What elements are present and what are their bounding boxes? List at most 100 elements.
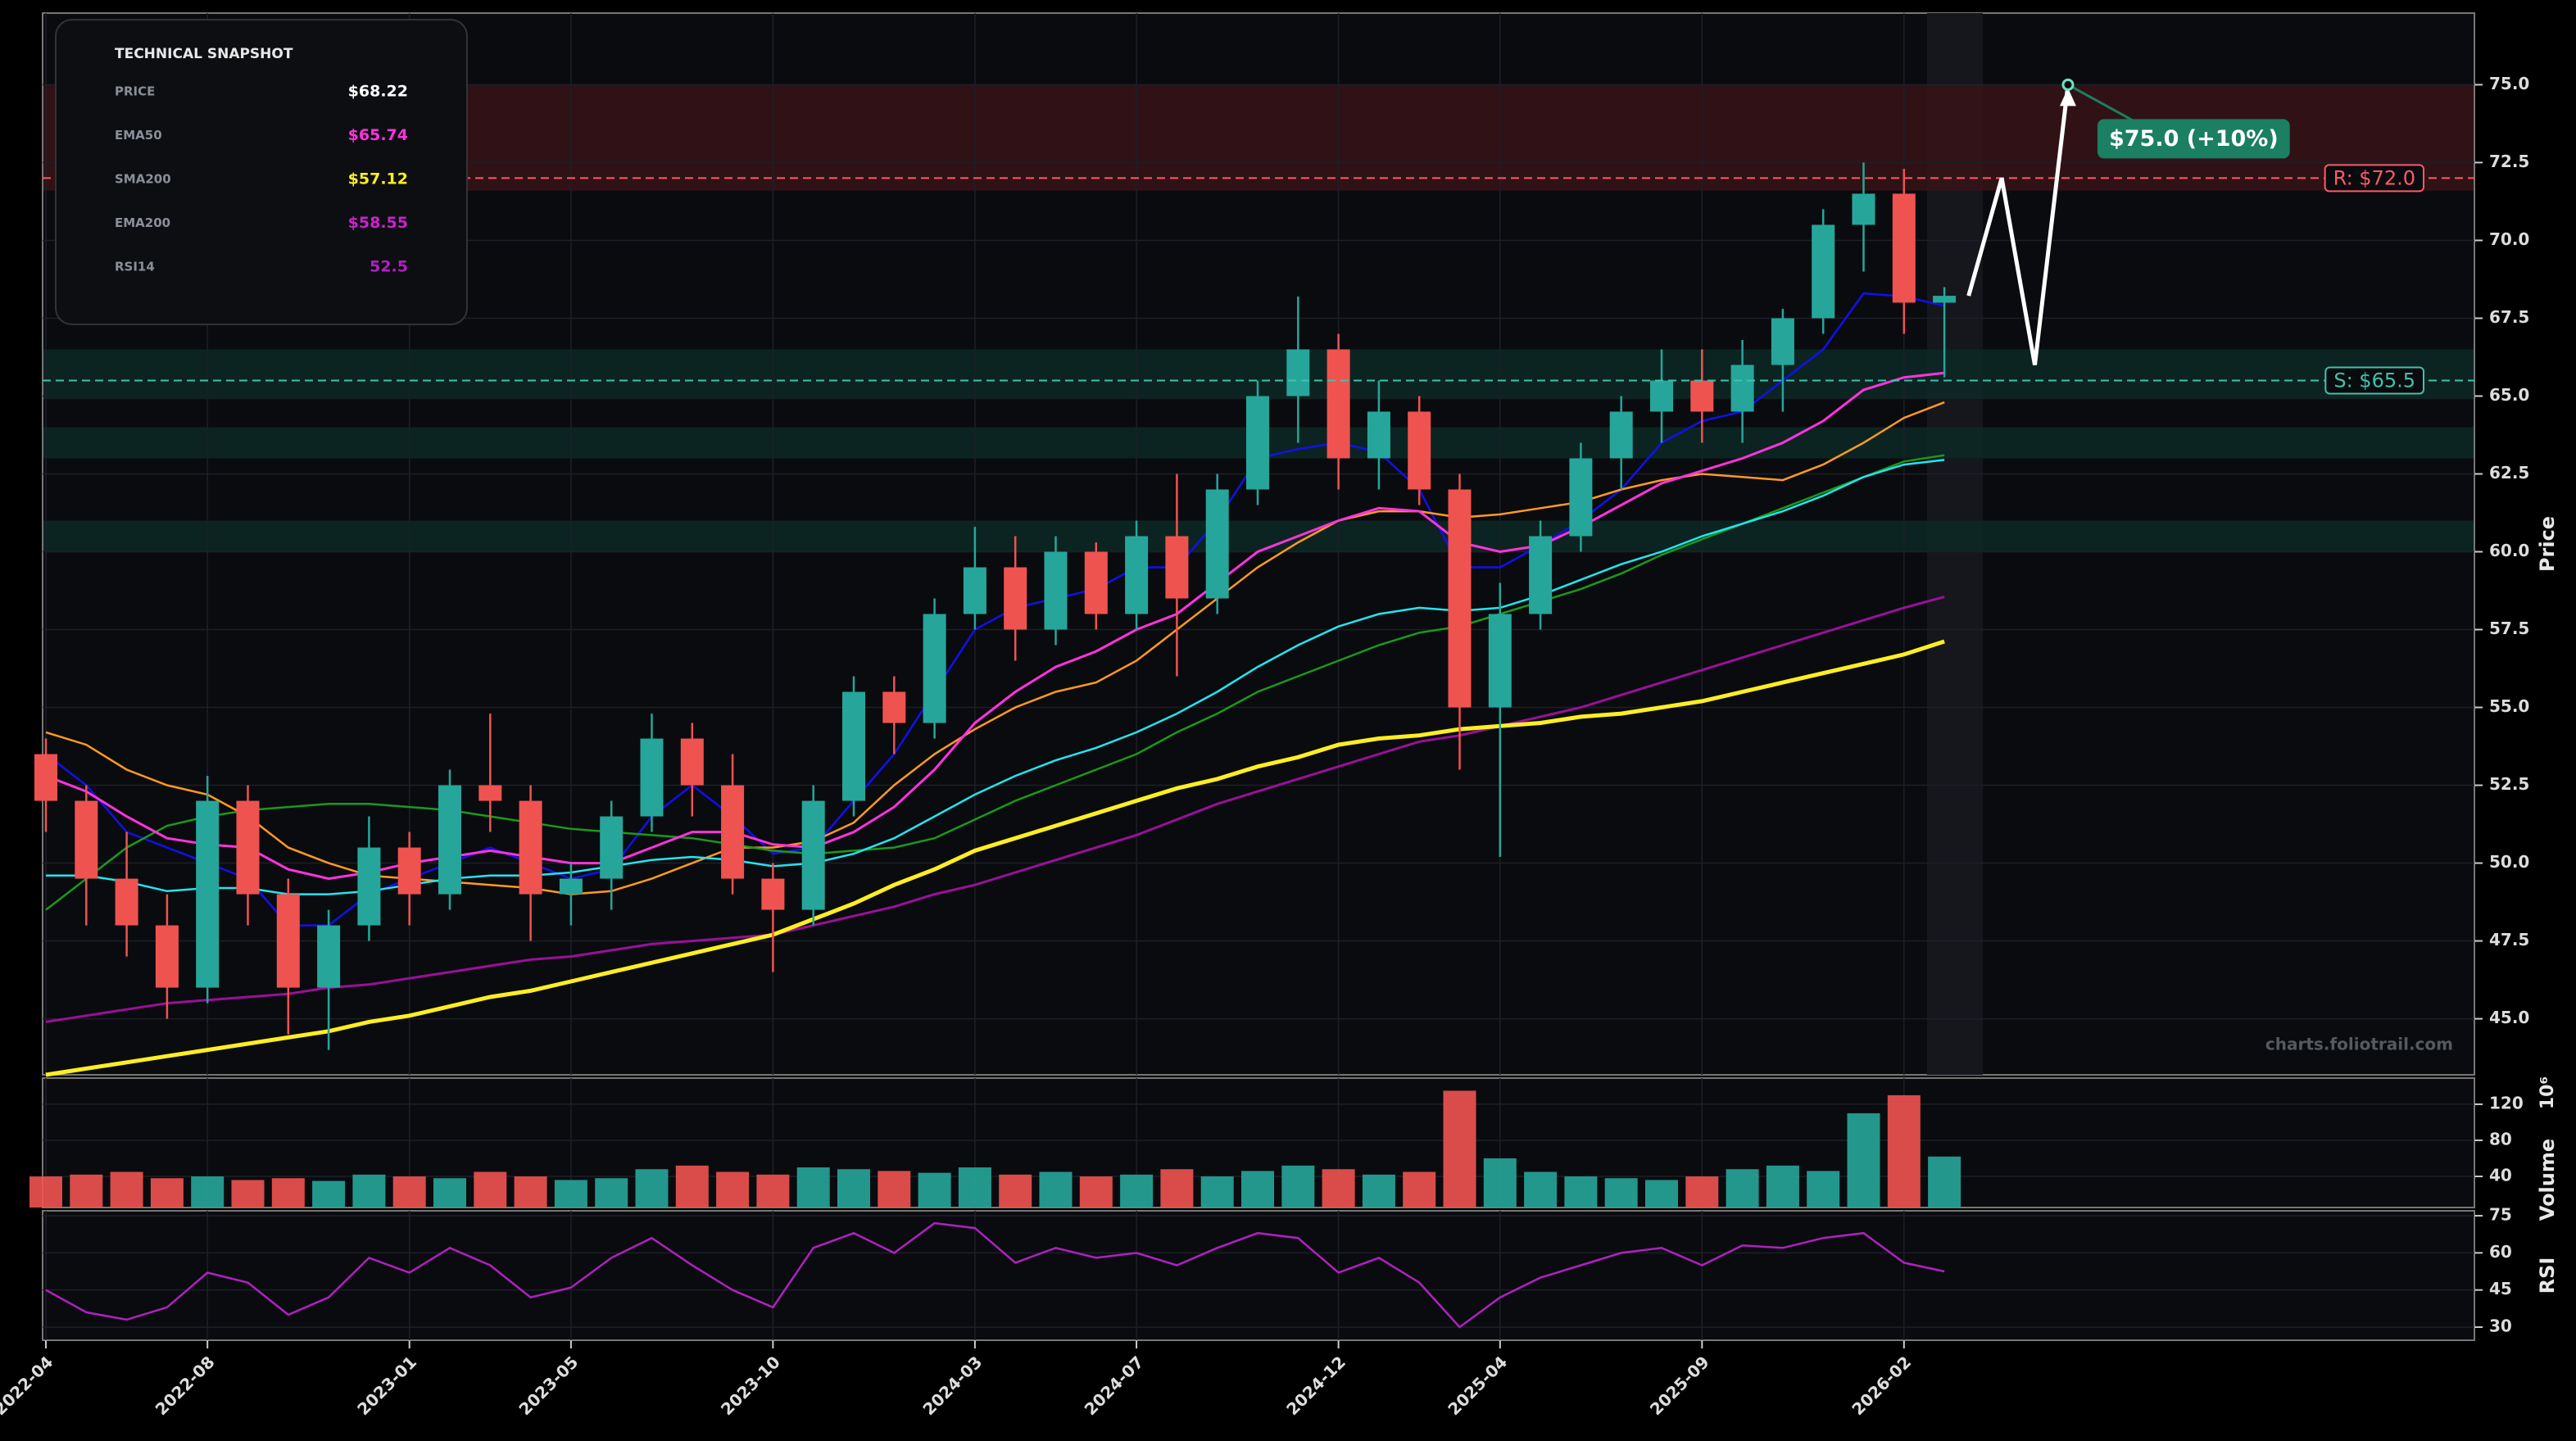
- candle-body: [1730, 365, 1754, 412]
- volume-bar: [352, 1174, 386, 1208]
- snapshot-label: PRICE: [115, 84, 155, 99]
- volume-bar: [150, 1178, 184, 1208]
- candle-body: [1690, 380, 1714, 412]
- candle-body: [1408, 411, 1431, 490]
- y-tick-label: 75: [2489, 1205, 2512, 1225]
- y-tick-label: 40: [2489, 1166, 2512, 1185]
- volume-bar: [1766, 1165, 1799, 1208]
- candle-body: [1125, 536, 1149, 614]
- plot-layer: 2022-04 2022-08 2023-01 2023-05 2023-10 2024-…: [0, 13, 2559, 1419]
- candle-body: [438, 785, 461, 895]
- candle-body: [75, 800, 98, 879]
- y-tick-label: 80: [2489, 1129, 2512, 1149]
- candle-body: [923, 614, 946, 723]
- snapshot: TECHNICAL SNAPSHOT PRICE $68.22 EMA50 $65.7…: [55, 19, 468, 325]
- snapshot-value: 52.5: [370, 258, 408, 276]
- candle-body: [1084, 551, 1108, 614]
- volume-bar: [271, 1178, 305, 1208]
- snapshot-value: $57.12: [348, 170, 408, 188]
- candle-body: [680, 738, 704, 786]
- candle-body: [842, 691, 865, 801]
- volume-bar: [999, 1174, 1032, 1208]
- candle-body: [1609, 411, 1633, 459]
- support-label: S: $65.5: [2333, 369, 2415, 392]
- volume-bar: [1887, 1094, 1921, 1208]
- volume-bar: [70, 1174, 103, 1208]
- target-label-box: [2097, 119, 2290, 159]
- candle-body: [317, 925, 341, 988]
- y-tick-label: 72.5: [2489, 152, 2529, 171]
- volume-bar: [1322, 1169, 1355, 1208]
- volume-bar: [675, 1165, 709, 1208]
- projection-arrowhead: [2059, 88, 2076, 106]
- y-axis-label: Volume: [2536, 1139, 2559, 1221]
- snapshot-box: [55, 19, 468, 325]
- volume-bar: [1564, 1176, 1598, 1208]
- volume-bar: [837, 1169, 870, 1208]
- volume-bar: [595, 1178, 628, 1208]
- volume-bar: [191, 1176, 224, 1208]
- candle-body: [1488, 614, 1512, 708]
- snapshot-value: $65.74: [348, 126, 408, 144]
- candle-body: [519, 800, 542, 895]
- candle-body: [1529, 536, 1553, 614]
- volume-bar: [635, 1169, 669, 1208]
- candle-body: [196, 800, 220, 988]
- y-tick-label: 52.5: [2489, 774, 2529, 794]
- snapshot-label: EMA50: [115, 128, 162, 143]
- candle-body: [1165, 536, 1189, 599]
- volume-bar: [1079, 1176, 1113, 1208]
- candle-body: [1448, 489, 1472, 708]
- candle-body: [559, 878, 583, 895]
- candle-body: [1004, 567, 1027, 630]
- volume-bar: [1807, 1171, 1840, 1208]
- y-tick-label: 120: [2489, 1093, 2524, 1112]
- volume-bar: [878, 1171, 911, 1208]
- volume-bar: [1645, 1180, 1678, 1208]
- volume-bar: [1685, 1176, 1719, 1208]
- y-tick-label: 60.0: [2489, 541, 2529, 560]
- candle-body: [1286, 349, 1310, 397]
- y-tick-label: 57.5: [2489, 619, 2529, 638]
- y-axis-unit: 10⁶: [2537, 1076, 2558, 1109]
- volume-bar: [474, 1171, 507, 1208]
- zone: [43, 520, 2474, 552]
- volume-bar: [1241, 1171, 1274, 1208]
- volume-bar: [1928, 1156, 1961, 1208]
- snapshot-title: TECHNICAL SNAPSHOT: [115, 46, 293, 62]
- resistance-label-box: [2324, 164, 2424, 193]
- snapshot-value: $68.22: [348, 83, 408, 101]
- candle-body: [1650, 380, 1673, 412]
- candle-body: [1812, 224, 1835, 319]
- rsi-panel: [42, 1210, 2475, 1341]
- candle-body: [397, 847, 421, 895]
- volume-bar: [1039, 1171, 1073, 1208]
- candle-body: [600, 816, 624, 879]
- candle-body: [1771, 318, 1794, 365]
- y-axis-label: Price: [2536, 516, 2559, 572]
- snapshot-label: EMA200: [115, 215, 170, 230]
- rsi-line: [45, 1221, 1945, 1329]
- volume-bar: [1362, 1174, 1395, 1208]
- volume-bar: [514, 1176, 547, 1208]
- candle-body: [1327, 349, 1350, 459]
- volume-bar: [1443, 1090, 1476, 1208]
- volume-bar: [796, 1167, 830, 1208]
- y-axis-label: RSI: [2536, 1257, 2559, 1294]
- candle-body: [721, 785, 745, 879]
- candle-body: [1044, 551, 1068, 630]
- y-tick-label: 45.0: [2489, 1008, 2529, 1027]
- y-tick-label: 70.0: [2489, 229, 2529, 249]
- volume-bar: [1281, 1165, 1315, 1208]
- candle-body: [640, 738, 664, 817]
- candle-body: [1569, 458, 1593, 537]
- candle-body: [276, 894, 300, 988]
- y-tick-label: 62.5: [2489, 463, 2529, 483]
- y-tick-label: 75.0: [2489, 74, 2529, 93]
- ma-line: [45, 454, 1945, 911]
- y-tick-label: 65.0: [2489, 385, 2529, 405]
- volume-bar: [1120, 1174, 1154, 1208]
- volume-bar: [756, 1174, 790, 1208]
- support-label-box: [2324, 366, 2424, 395]
